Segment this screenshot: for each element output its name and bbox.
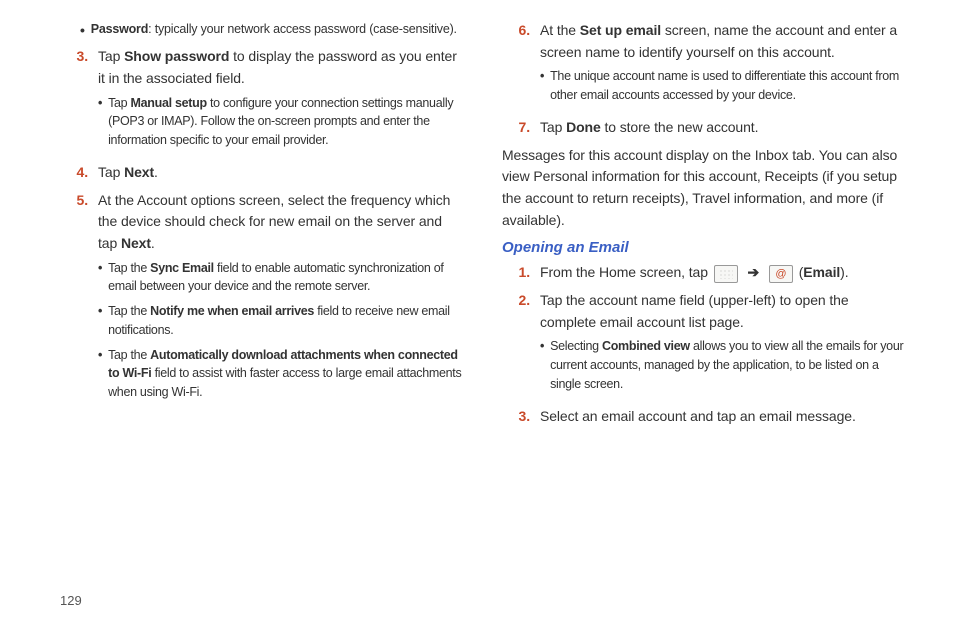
step-number: 5. bbox=[60, 190, 88, 408]
bullet-icon: • bbox=[98, 94, 102, 150]
body-text: From the Home screen, tap ➔ (Email). bbox=[540, 262, 904, 284]
body-text: At the Set up email screen, name the acc… bbox=[540, 20, 904, 111]
step-number: 4. bbox=[60, 162, 88, 184]
body-text: Selecting Combined view allows you to vi… bbox=[550, 337, 904, 393]
sub-list-item: • The unique account name is used to dif… bbox=[540, 67, 904, 105]
body-text: Tap the Sync Email field to enable autom… bbox=[108, 259, 462, 297]
step-number: 6. bbox=[502, 20, 530, 111]
body-text: Tap Manual setup to configure your conne… bbox=[108, 94, 462, 150]
sub-list-item: • Selecting Combined view allows you to … bbox=[540, 337, 904, 393]
step-number: 3. bbox=[60, 46, 88, 156]
sub-list-item: • Tap the Notify me when email arrives f… bbox=[98, 302, 462, 340]
step-number: 7. bbox=[502, 117, 530, 139]
page-content: • Password: typically your network acces… bbox=[0, 0, 954, 433]
bullet-icon: • bbox=[540, 337, 544, 393]
arrow-icon: ➔ bbox=[748, 262, 760, 284]
section-heading: Opening an Email bbox=[502, 239, 904, 256]
numbered-step: 2. Tap the account name field (upper-lef… bbox=[502, 290, 904, 400]
sub-list-item: • Tap Manual setup to configure your con… bbox=[98, 94, 462, 150]
step-number: 2. bbox=[502, 290, 530, 400]
body-text: Password: typically your network access … bbox=[91, 20, 462, 40]
numbered-step: 4. Tap Next. bbox=[60, 162, 462, 184]
body-text: Tap the Notify me when email arrives fie… bbox=[108, 302, 462, 340]
body-text: Tap Done to store the new account. bbox=[540, 117, 904, 139]
paragraph: Messages for this account display on the… bbox=[502, 145, 904, 232]
bullet-icon: • bbox=[540, 67, 544, 105]
bold-label: Password bbox=[91, 22, 148, 36]
numbered-step: 3. Select an email account and tap an em… bbox=[502, 406, 904, 428]
bullet-icon: • bbox=[80, 20, 85, 40]
apps-grid-icon bbox=[714, 265, 738, 283]
left-column: • Password: typically your network acces… bbox=[60, 20, 462, 433]
bullet-icon: • bbox=[98, 302, 102, 340]
body-text: Tap the account name field (upper-left) … bbox=[540, 290, 904, 400]
body-text: Tap Next. bbox=[98, 162, 462, 184]
step-number: 3. bbox=[502, 406, 530, 428]
numbered-step: 6. At the Set up email screen, name the … bbox=[502, 20, 904, 111]
step-number: 1. bbox=[502, 262, 530, 284]
sub-list-item: • Tap the Automatically download attachm… bbox=[98, 346, 462, 402]
bullet-icon: • bbox=[98, 259, 102, 297]
body-text: The unique account name is used to diffe… bbox=[550, 67, 904, 105]
list-item: • Password: typically your network acces… bbox=[60, 20, 462, 40]
body-text: Tap Show password to display the passwor… bbox=[98, 46, 462, 156]
page-number: 129 bbox=[60, 593, 82, 608]
right-column: 6. At the Set up email screen, name the … bbox=[502, 20, 904, 433]
numbered-step: 1. From the Home screen, tap ➔ (Email). bbox=[502, 262, 904, 284]
bullet-icon: • bbox=[98, 346, 102, 402]
numbered-step: 7. Tap Done to store the new account. bbox=[502, 117, 904, 139]
sub-list-item: • Tap the Sync Email field to enable aut… bbox=[98, 259, 462, 297]
email-icon bbox=[769, 265, 793, 283]
body-text: Select an email account and tap an email… bbox=[540, 406, 904, 428]
body-text: At the Account options screen, select th… bbox=[98, 190, 462, 408]
numbered-step: 5. At the Account options screen, select… bbox=[60, 190, 462, 408]
numbered-step: 3. Tap Show password to display the pass… bbox=[60, 46, 462, 156]
body-text: Tap the Automatically download attachmen… bbox=[108, 346, 462, 402]
